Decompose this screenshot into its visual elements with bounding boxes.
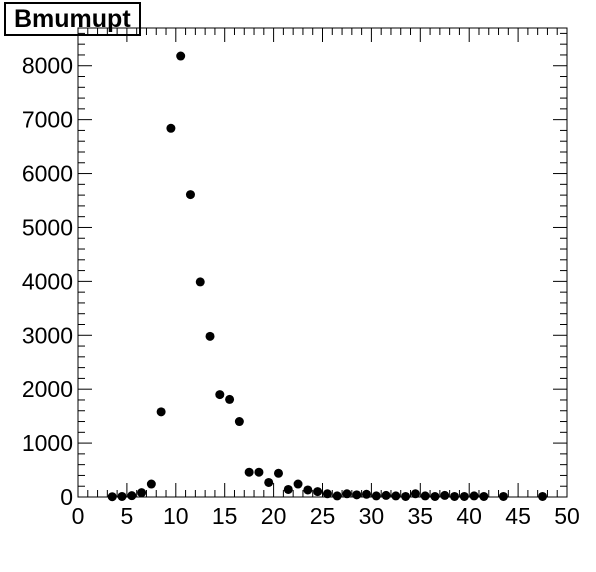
data-point <box>293 479 303 489</box>
data-point <box>538 491 548 501</box>
x-tick-label: 40 <box>456 503 482 529</box>
plot-frame <box>77 27 568 498</box>
data-point <box>117 491 127 501</box>
x-tick-label: 50 <box>554 503 580 529</box>
y-axis-tick-labels: 0 1000 2000 3000 4000 5000 6000 7000 8000 <box>22 53 73 510</box>
x-tick-label: 45 <box>505 503 531 529</box>
chart-title: Bmumupt <box>4 2 141 36</box>
data-point <box>234 417 244 427</box>
data-point <box>332 491 342 501</box>
y-tick-label: 2000 <box>22 376 73 402</box>
data-point <box>244 467 254 477</box>
data-point <box>342 489 352 499</box>
data-point <box>362 489 372 499</box>
data-point <box>185 190 195 200</box>
data-point <box>420 491 430 501</box>
x-tick-label: 5 <box>121 503 134 529</box>
data-point <box>498 491 508 501</box>
x-axis-tick-labels: 0 5 10 15 20 25 30 35 40 45 50 <box>72 503 580 529</box>
data-point <box>469 491 479 501</box>
y-tick-label: 3000 <box>22 322 73 348</box>
data-point <box>459 491 469 501</box>
x-tick-label: 15 <box>212 503 238 529</box>
y-tick-label: 0 <box>60 484 73 510</box>
x-tick-label: 25 <box>310 503 336 529</box>
data-point <box>264 477 274 487</box>
data-point <box>430 491 440 501</box>
data-point <box>401 491 411 501</box>
data-point <box>440 490 450 500</box>
data-point <box>225 394 235 404</box>
data-point <box>322 489 332 499</box>
y-tick-label: 8000 <box>22 53 73 79</box>
data-point <box>156 407 166 417</box>
data-point <box>303 485 313 495</box>
data-point <box>137 488 147 498</box>
data-point <box>352 490 362 500</box>
data-point <box>176 51 186 61</box>
x-tick-label: 35 <box>408 503 434 529</box>
x-tick-label: 20 <box>261 503 287 529</box>
plot-border <box>77 27 568 498</box>
y-tick-label: 1000 <box>22 430 73 456</box>
data-point <box>450 491 460 501</box>
data-point <box>371 491 381 501</box>
data-point <box>107 492 117 502</box>
data-point <box>127 491 137 501</box>
data-point <box>313 487 323 497</box>
y-tick-label: 4000 <box>22 268 73 294</box>
x-tick-label: 30 <box>359 503 385 529</box>
data-point <box>166 123 176 133</box>
data-point <box>205 331 215 341</box>
y-tick-label: 5000 <box>22 214 73 240</box>
data-point <box>479 491 489 501</box>
data-point <box>283 484 293 494</box>
data-point <box>254 467 264 477</box>
data-point <box>195 277 205 287</box>
axis-ticks <box>77 28 568 498</box>
data-point <box>381 490 391 500</box>
x-tick-label: 10 <box>163 503 189 529</box>
x-tick-label: 0 <box>72 503 85 529</box>
y-tick-label: 6000 <box>22 161 73 187</box>
data-point <box>215 390 225 400</box>
data-point <box>410 489 420 499</box>
data-point <box>146 479 156 489</box>
data-point <box>391 491 401 501</box>
y-tick-label: 7000 <box>22 107 73 133</box>
data-points <box>107 51 548 502</box>
data-point <box>273 468 283 478</box>
